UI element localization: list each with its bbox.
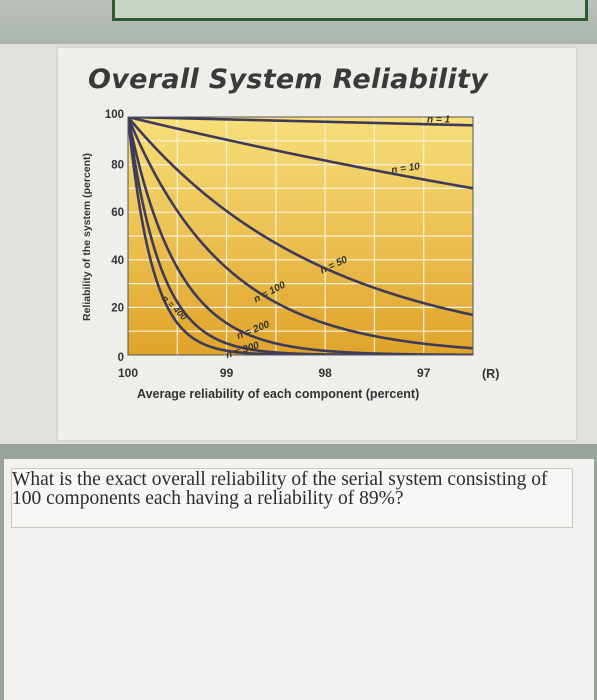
grid-lines (128, 117, 473, 355)
series-line-n-1 (128, 117, 473, 127)
x-tick-label: 100 (118, 366, 138, 380)
x-tick-label: 97 (417, 366, 431, 380)
y-tick-label: 20 (111, 302, 124, 314)
x-tick-label: 99 (220, 366, 234, 380)
series-line-n-50 (128, 117, 473, 317)
y-tick-label: 0 (118, 352, 124, 364)
y-tick-label: 40 (111, 255, 124, 267)
question-text: What is the exact overall reliability of… (12, 469, 548, 509)
x-unit-label: (R) (482, 367, 499, 381)
tick-labels: 100 99 98 97 100 80 60 40 20 0 (105, 109, 431, 380)
question-card (4, 459, 594, 700)
chart-title: Overall System Reliability (88, 64, 489, 95)
series-line-n-100 (128, 117, 473, 350)
curve-label-n-10: n = 10 (391, 161, 421, 176)
plot-border (127, 116, 474, 356)
top-panel (112, 0, 588, 21)
x-tick-label: 98 (318, 366, 332, 380)
y-tick-label: 100 (105, 109, 124, 121)
series-line-n-10 (128, 117, 473, 190)
y-tick-label: 60 (111, 207, 124, 219)
y-axis-label: Reliability of the system (percent) (81, 153, 93, 321)
y-tick-label: 80 (111, 160, 124, 172)
x-axis-label: Average reliability of each component (p… (137, 387, 419, 401)
curve-label-n-1: n = 1 (427, 114, 451, 125)
question-box (11, 468, 573, 528)
